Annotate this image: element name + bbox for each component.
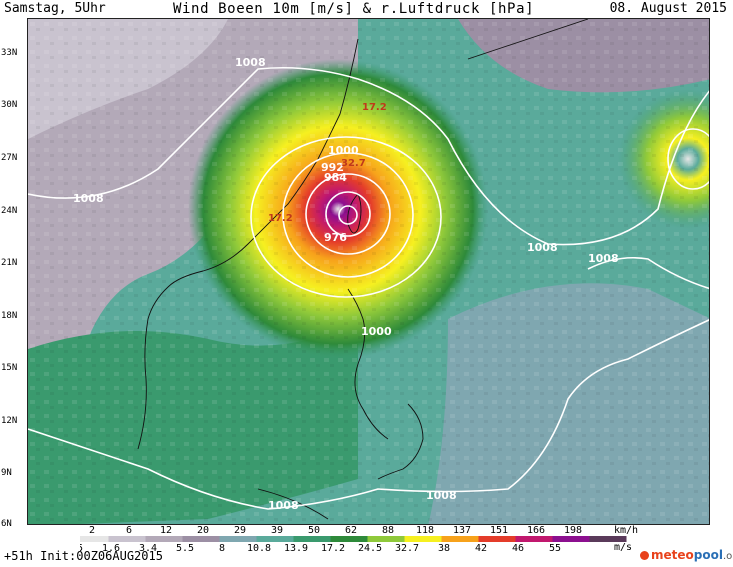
legend-ms-label: 38 [438,543,450,552]
logo-meteo-text: meteo [651,548,694,562]
isobar-label: 1008 [426,489,457,502]
legend-ms-label: 42 [475,543,487,552]
legend-color-swatch [404,536,442,542]
legend-kmh-label: 118 [416,525,434,536]
legend-kmh-label: 137 [453,525,471,536]
forecast-init-label: +51h Init:00Z06AUG2015 [4,549,163,563]
legend-color-swatch [256,536,294,542]
legend-kmh-label: 12 [160,525,172,536]
legend-kmh-label: 29 [234,525,246,536]
legend-ms-label: 32.7 [395,543,419,552]
isobar-label: 1008 [588,252,619,265]
wind-speed-labels: 17.2 32.7 17.2 [268,102,387,224]
legend-color-swatch [145,536,183,542]
lat-label-6n: 6N [1,519,12,529]
legend-color-swatch [108,536,146,542]
valid-date-label: 08. August 2015 [609,1,727,16]
isobar-labels: 1008 1008 1000 992 984 976 1008 1008 100… [73,56,619,512]
lat-label-33n: 33N [1,48,18,58]
legend-color-swatch [330,536,368,542]
isobar-label: 1000 [361,325,392,338]
legend-ms-label: 13.9 [284,543,308,552]
isobar-label: 1008 [73,192,104,205]
legend-color-swatch [515,536,553,542]
legend-ms-label: 17.2 [321,543,345,552]
map-title: Wind Boeen 10m [m/s] & r.Luftdruck [hPa] [173,1,535,17]
legend-ms-label: 46 [512,543,524,552]
texture-overlay [28,19,709,524]
logo-pool-text: pool [693,548,723,562]
isobar-label: 984 [324,171,347,184]
legend-kmh-label: 50 [308,525,320,536]
isobar-label: 976 [324,231,347,244]
legend-kmh-label: 39 [271,525,283,536]
wind-gust-map[interactable]: 1008 1008 1000 992 984 976 1008 1008 100… [27,18,710,525]
legend-kmh-label: 151 [490,525,508,536]
legend-color-swatch [478,536,516,542]
logo-ball-icon [640,551,649,560]
legend-kmh-label: 2 [89,525,95,536]
lat-label-24n: 24N [1,206,18,216]
wind-label: 17.2 [268,213,293,224]
legend-color-swatch [589,536,627,542]
legend-ms-label: 8 [219,543,225,552]
legend-ms-label: 24.5 [358,543,382,552]
legend-color-swatch [219,536,257,542]
lat-label-18n: 18N [1,311,18,321]
legend-color-swatch [182,536,220,542]
logo-org-text: .org [722,551,733,562]
legend-kmh-label: 20 [197,525,209,536]
coastlines [137,19,589,520]
legend-kmh-label: 198 [564,525,582,536]
latitude-axis: 33N 30N 27N 24N 21N 18N 15N 12N 9N 6N [0,18,26,529]
legend-ms-label: 5.5 [176,543,194,552]
legend-kmh-label: 6 [126,525,132,536]
legend-ms-label: 1.6 [102,543,120,552]
legend-color-swatch [367,536,405,542]
legend-ms-label: 10.8 [247,543,271,552]
lat-label-30n: 30N [1,100,18,110]
isobar-label: 1008 [235,56,266,69]
isobar-label: 992 [321,161,344,174]
legend-color-swatch [293,536,331,542]
lat-label-27n: 27N [1,153,18,163]
lat-label-12n: 12N [1,416,18,426]
lat-label-15n: 15N [1,363,18,373]
meteopool-logo[interactable]: meteopool.org [640,545,733,565]
legend-ms-label: 55 [549,543,561,552]
legend-color-swatch [441,536,479,542]
legend-unit-kmh: km/h [614,525,639,536]
isobar-label: 1000 [328,144,359,157]
legend-ms-label: 0.5 [80,543,83,552]
valid-day-label: Samstag, 5Uhr [4,1,106,16]
legend-kmh-label: 88 [382,525,394,536]
legend-ms-label: 3.4 [139,543,157,552]
lat-label-9n: 9N [1,468,12,478]
legend-kmh-label: 166 [527,525,545,536]
legend-kmh-label: 62 [345,525,357,536]
legend-unit-ms: m/s [614,542,633,553]
legend-color-swatch [552,536,590,542]
isobar-label: 1008 [268,499,299,512]
legend-color-swatch [80,536,109,542]
wind-label: 17.2 [362,102,387,113]
color-legend: 2 6 12 20 29 39 50 62 88 118 137 151 166 198 0.5 1.6 3.4… [80,524,640,552]
wind-label: 32.7 [341,158,366,169]
isobars [28,66,709,510]
isobar-label: 1008 [527,241,558,254]
lat-label-21n: 21N [1,258,18,268]
